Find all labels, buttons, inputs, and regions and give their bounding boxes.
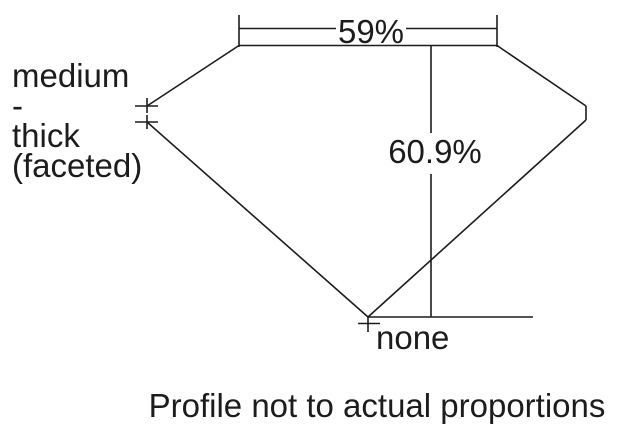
culet-marker	[358, 317, 380, 332]
girdle-label-line-2: -	[12, 87, 23, 124]
pavilion-edge-right	[367, 119, 587, 318]
depth-measurement-line	[368, 46, 533, 318]
footnote: Profile not to actual proportions	[149, 387, 606, 424]
depth-percent-label: 60.9%	[388, 133, 482, 170]
crown-edge-left	[146, 44, 240, 107]
girdle-label-line-1: medium	[12, 57, 129, 94]
girdle-label: medium - thick (faceted)	[12, 57, 142, 184]
table-percent-label: 59%	[338, 13, 404, 50]
diamond-outline	[146, 44, 587, 318]
culet-label: none	[376, 319, 449, 356]
table-dimension-bracket	[238, 15, 498, 47]
pavilion-edge-left	[146, 121, 369, 318]
girdle-label-line-4: (faceted)	[12, 147, 142, 184]
girdle-left-marks	[135, 98, 158, 129]
crown-edge-right	[496, 44, 587, 107]
girdle-label-line-3: thick	[12, 117, 80, 154]
